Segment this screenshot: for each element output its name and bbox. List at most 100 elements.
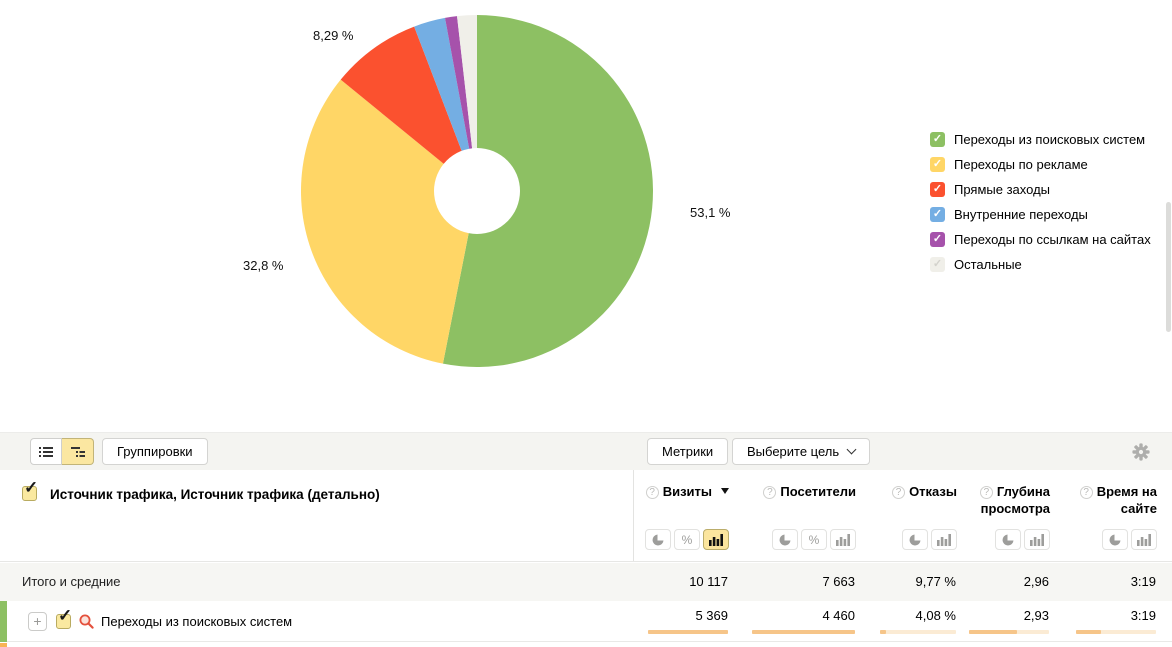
tree-list-view-button[interactable] xyxy=(62,438,94,465)
time-bar xyxy=(1076,630,1156,634)
select-all-checkbox[interactable]: ✓ xyxy=(22,478,38,501)
checked-swatch-icon: ✓ xyxy=(930,232,945,247)
checked-swatch-icon: ✓ xyxy=(930,157,945,172)
dimension-header[interactable]: Источник трафика, Источник трафика (дета… xyxy=(50,487,380,502)
bounce-pie-toggle[interactable] xyxy=(902,529,928,550)
legend-label: Внутренние переходы xyxy=(954,207,1088,222)
column-label[interactable]: Отказы xyxy=(909,484,957,499)
legend-item-direct[interactable]: ✓ Прямые заходы xyxy=(930,177,1151,202)
time-bars-toggle[interactable] xyxy=(1131,529,1157,550)
column-label[interactable]: Время на сайте xyxy=(1096,484,1157,516)
select-goal-button[interactable]: Выберите цель xyxy=(732,438,871,465)
metrics-button[interactable]: Метрики xyxy=(647,438,729,465)
checked-swatch-icon: ✓ xyxy=(930,257,945,272)
pie-slice-label-search: 53,1 % xyxy=(690,205,731,220)
users-percent-toggle[interactable]: % xyxy=(801,529,827,550)
flat-list-view-button[interactable] xyxy=(30,438,62,465)
visits-bars-toggle[interactable] xyxy=(703,529,729,550)
row-label[interactable]: Переходы из поисковых систем xyxy=(101,614,293,629)
legend-item-search[interactable]: ✓ Переходы из поисковых систем xyxy=(930,127,1151,152)
legend-item-ads[interactable]: ✓ Переходы по рекламе xyxy=(930,152,1151,177)
help-icon[interactable]: ? xyxy=(1079,486,1093,499)
drilldown-search-icon[interactable] xyxy=(78,613,95,630)
column-users: ? Посетители % xyxy=(732,470,859,561)
bounce-bars-toggle[interactable] xyxy=(931,529,957,550)
legend-label: Остальные xyxy=(954,257,1022,272)
totals-depth: 2,96 xyxy=(1023,574,1049,589)
checkmark-icon: ✓ xyxy=(24,478,39,497)
row-depth: 2,93 xyxy=(1023,608,1049,623)
checked-swatch-icon: ✓ xyxy=(930,182,945,197)
legend-label: Переходы по ссылкам на сайтах xyxy=(954,232,1151,247)
row-users: 4 460 xyxy=(822,608,855,623)
column-time: ? Время на сайте xyxy=(1053,470,1160,561)
table-row[interactable]: + ✓ Переходы из поисковых систем 5 369 4… xyxy=(0,601,1172,642)
column-label[interactable]: Посетители xyxy=(780,484,856,499)
help-icon[interactable]: ? xyxy=(763,486,777,499)
row-color-stripe xyxy=(0,643,7,647)
totals-label: Итого и средние xyxy=(22,574,121,589)
row-color-stripe xyxy=(0,601,7,642)
settings-gear-icon[interactable] xyxy=(1132,443,1150,461)
row-bounce: 4,08 % xyxy=(915,608,956,623)
pie-slice-1[interactable] xyxy=(301,79,477,364)
pie-slice-5[interactable] xyxy=(457,15,477,191)
table-header: ✓ Источник трафика, Источник трафика (де… xyxy=(0,470,1172,562)
row-visits: 5 369 xyxy=(695,608,728,623)
expand-row-button[interactable]: + xyxy=(28,612,47,631)
users-pie-toggle[interactable] xyxy=(772,529,798,550)
help-icon[interactable]: ? xyxy=(645,486,659,499)
totals-bounce: 9,77 % xyxy=(915,574,956,589)
chevron-down-icon xyxy=(846,444,857,455)
visits-bar xyxy=(648,630,728,634)
donut-hole xyxy=(434,148,520,234)
checked-swatch-icon: ✓ xyxy=(930,207,945,222)
sort-desc-icon[interactable] xyxy=(721,488,729,494)
bounce-bar xyxy=(880,630,956,634)
time-pie-toggle[interactable] xyxy=(1102,529,1128,550)
column-label[interactable]: Глубина просмотра xyxy=(980,484,1050,516)
column-bounce: ? Отказы xyxy=(859,470,960,561)
column-visits: ? Визиты % xyxy=(634,470,732,561)
row-checkbox[interactable]: ✓ xyxy=(56,606,72,629)
totals-row: Итого и средние 10 117 7 663 9,77 % 2,96… xyxy=(0,563,1172,601)
legend-item-site-links[interactable]: ✓ Переходы по ссылкам на сайтах xyxy=(930,227,1151,252)
tree-list-icon xyxy=(70,446,85,457)
view-mode-switcher xyxy=(30,438,94,465)
users-bar xyxy=(752,630,855,634)
column-label[interactable]: Визиты xyxy=(662,484,712,499)
pie-slice-label-direct: 8,29 % xyxy=(313,28,354,43)
depth-pie-toggle[interactable] xyxy=(995,529,1021,550)
legend-label: Переходы из поисковых систем xyxy=(954,132,1146,147)
legend-item-others[interactable]: ✓ Остальные xyxy=(930,252,1151,277)
groupings-button[interactable]: Группировки xyxy=(102,438,208,465)
table-toolbar: Группировки Метрики Выберите цель xyxy=(0,432,1172,470)
next-row-sliver xyxy=(0,643,1172,647)
totals-visits: 10 117 xyxy=(689,574,728,589)
help-icon[interactable]: ? xyxy=(892,486,906,499)
visits-pie-toggle[interactable] xyxy=(645,529,671,550)
checked-swatch-icon: ✓ xyxy=(930,132,945,147)
checkmark-icon: ✓ xyxy=(58,606,73,625)
legend-item-internal[interactable]: ✓ Внутренние переходы xyxy=(930,202,1151,227)
totals-users: 7 663 xyxy=(822,574,855,589)
donut-chart[interactable] xyxy=(277,0,677,391)
scrollbar-thumb[interactable] xyxy=(1166,202,1171,332)
legend-label: Прямые заходы xyxy=(954,182,1051,197)
column-depth: ? Глубина просмотра xyxy=(960,470,1053,561)
help-icon[interactable]: ? xyxy=(979,486,993,499)
pie-slice-4[interactable] xyxy=(444,16,477,191)
totals-time: 3:19 xyxy=(1130,574,1156,589)
flat-list-icon xyxy=(39,446,53,457)
chart-legend: ✓ Переходы из поисковых систем ✓ Переход… xyxy=(930,127,1151,277)
visits-percent-toggle[interactable]: % xyxy=(674,529,700,550)
depth-bar xyxy=(969,630,1049,634)
pie-slice-3[interactable] xyxy=(414,17,477,191)
pie-slice-label-ads: 32,8 % xyxy=(243,258,284,273)
users-bars-toggle[interactable] xyxy=(830,529,856,550)
depth-bars-toggle[interactable] xyxy=(1024,529,1050,550)
legend-label: Переходы по рекламе xyxy=(954,157,1088,172)
pie-slice-2[interactable] xyxy=(340,26,477,192)
pie-slice-0[interactable] xyxy=(442,15,653,367)
